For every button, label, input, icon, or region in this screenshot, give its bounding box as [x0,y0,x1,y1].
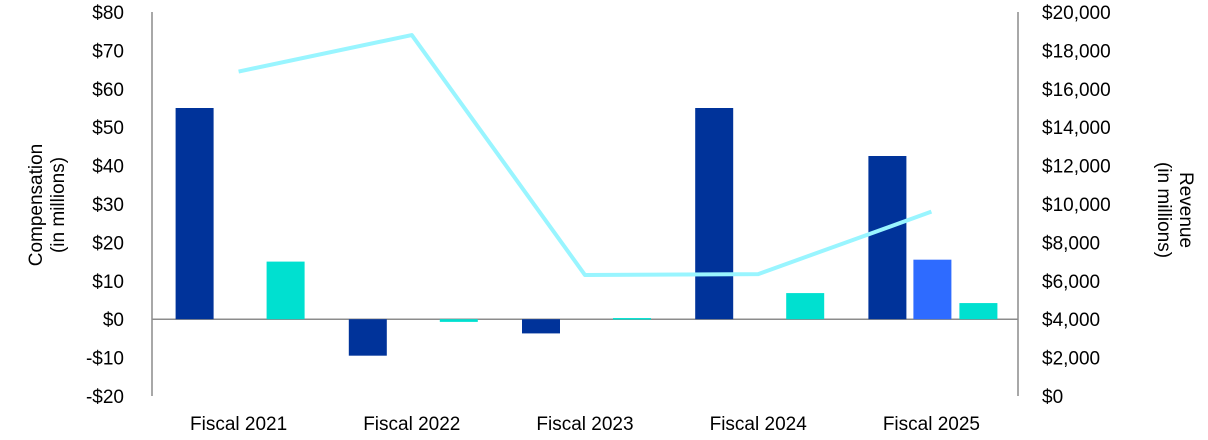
left-tick-label: $40 [92,157,124,178]
left-tick-label: -$10 [86,349,124,370]
left-tick-label: $50 [92,118,124,139]
right-tick-label: $16,000 [1042,80,1111,101]
line-layer [238,33,933,278]
right-axis-title-line1: Revenue [1175,172,1196,248]
left-tick-label: $10 [92,272,124,293]
left-tick-label: $80 [92,3,124,24]
left-tick-label: $60 [92,80,124,101]
left-tick-label: $0 [103,310,124,331]
left-tick-label: -$20 [86,387,124,408]
revenue-line [238,33,933,278]
bars-layer [175,108,998,356]
bar [522,319,560,334]
left-axis-title-line2: (in millions) [48,157,69,253]
bar [266,261,305,320]
right-tick-label: $6,000 [1042,272,1100,293]
bar [439,319,478,322]
right-tick-label: $18,000 [1042,41,1111,62]
bar [913,259,952,320]
right-tick-label: $14,000 [1042,118,1111,139]
left-axis-title-line1: Compensation [26,144,47,267]
x-tick-label: Fiscal 2021 [190,414,287,435]
right-tick-label: $10,000 [1042,195,1111,216]
x-tick-label: Fiscal 2025 [883,414,980,435]
x-tick-label: Fiscal 2024 [710,414,808,435]
x-tick-label: Fiscal 2023 [536,414,633,435]
left-tick-label: $20 [92,233,124,254]
right-tick-label: $12,000 [1042,157,1111,178]
right-tick-label: $20,000 [1042,3,1111,24]
right-tick-label: $4,000 [1042,310,1100,331]
bar [868,156,907,320]
bar [348,319,387,356]
bar [695,108,734,320]
right-tick-label: $2,000 [1042,349,1100,370]
bar [959,303,998,320]
right-tick-label: $0 [1042,387,1063,408]
x-tick-label: Fiscal 2022 [363,414,460,435]
right-tick-label: $8,000 [1042,233,1100,254]
bar [175,108,214,320]
left-tick-label: $30 [92,195,124,216]
bar [786,293,825,320]
bar [613,318,651,320]
left-tick-label: $70 [92,41,124,62]
tick-labels-layer: -$20 -$10 $0 $10 $20 $30 $40 $50 $60 $70 $80 $0 $2,0… [86,3,1111,435]
right-axis-title-line2: (in millions) [1153,162,1174,258]
